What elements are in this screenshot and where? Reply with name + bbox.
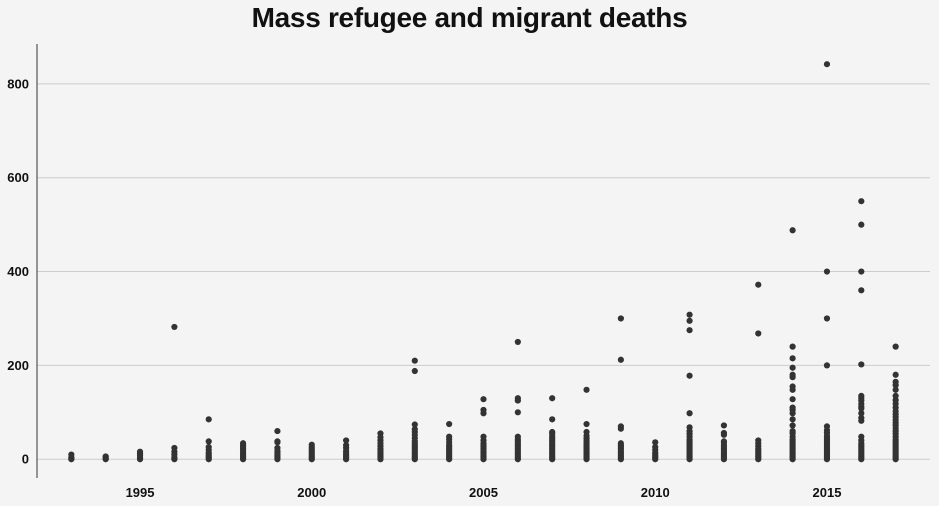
data-point: [583, 420, 590, 428]
data-point: [789, 343, 796, 350]
data-point: [446, 433, 453, 440]
data-point: [583, 428, 590, 436]
data-point: [858, 198, 865, 205]
y-tick-label-600: 600: [7, 170, 29, 185]
data-point: [892, 371, 899, 378]
data-point: [549, 416, 556, 423]
x-tick-label-2015: 2015: [813, 485, 842, 500]
data-point: [171, 323, 178, 331]
data-point: [274, 444, 281, 452]
data-point: [789, 416, 796, 423]
data-point: [858, 221, 865, 228]
data-point: [549, 395, 556, 402]
tick-labels: 0 200 400 600 800 1995 2000 2005 2010 2015: [7, 76, 841, 500]
data-point: [549, 428, 556, 436]
data-point: [514, 395, 521, 402]
data-point: [136, 448, 144, 455]
data-point: [514, 409, 521, 416]
data-point: [686, 372, 693, 379]
chart-title: Mass refugee and migrant deaths: [251, 2, 688, 33]
data-point: [583, 386, 590, 393]
y-tick-label-200: 200: [7, 358, 29, 373]
data-point: [617, 423, 624, 430]
data-point: [789, 427, 796, 435]
data-point: [789, 364, 796, 371]
data-point: [892, 392, 899, 399]
data-point: [343, 442, 350, 449]
data-point: [858, 361, 865, 368]
data-point: [823, 423, 831, 430]
data-point: [686, 317, 693, 324]
x-tick-label-2010: 2010: [641, 485, 670, 500]
data-point: [789, 355, 796, 362]
data-point: [343, 437, 350, 444]
data-point: [789, 227, 796, 234]
data-point: [686, 410, 693, 417]
data-point: [858, 410, 865, 417]
data-point: [274, 427, 281, 435]
data-point: [858, 392, 865, 399]
data-point: [205, 443, 212, 451]
data-points: [68, 61, 899, 463]
data-point: [858, 268, 865, 275]
data-point: [205, 416, 212, 423]
data-point: [823, 362, 831, 369]
x-tick-label-2005: 2005: [469, 485, 498, 500]
data-point: [686, 424, 693, 431]
data-point: [892, 343, 899, 350]
data-point: [755, 281, 762, 288]
data-point: [892, 386, 899, 393]
data-point: [411, 357, 418, 364]
data-point: [411, 367, 418, 375]
data-point: [755, 330, 762, 337]
data-point: [720, 429, 728, 437]
x-tick-label-2000: 2000: [297, 485, 326, 500]
data-point: [823, 315, 831, 322]
data-point: [858, 287, 865, 294]
data-point: [652, 439, 659, 446]
grid-lines: [37, 83, 930, 460]
data-point: [239, 440, 247, 447]
data-point: [446, 420, 453, 428]
y-tick-label-0: 0: [22, 452, 29, 467]
data-point: [480, 433, 487, 440]
data-point: [789, 404, 796, 411]
data-point: [720, 438, 728, 445]
data-point: [789, 383, 796, 390]
data-point: [411, 421, 418, 428]
data-point: [205, 438, 212, 445]
data-point: [892, 378, 899, 385]
data-point: [377, 430, 384, 437]
data-point: [171, 444, 178, 452]
data-point: [823, 268, 831, 275]
data-point: [617, 315, 624, 322]
y-tick-label-400: 400: [7, 264, 29, 279]
data-point: [789, 422, 796, 429]
data-point: [858, 414, 865, 422]
data-point: [480, 406, 487, 414]
data-point: [652, 443, 659, 451]
data-point: [514, 433, 521, 440]
x-tick-label-1995: 1995: [126, 485, 155, 500]
data-point: [480, 396, 487, 403]
data-point: [720, 422, 728, 429]
data-point: [274, 438, 281, 445]
data-point: [686, 311, 693, 318]
y-tick-label-800: 800: [7, 76, 29, 91]
data-point: [68, 451, 75, 458]
data-point: [823, 61, 831, 68]
data-point: [789, 396, 796, 403]
data-point: [411, 426, 418, 433]
data-point: [789, 371, 796, 378]
data-point: [858, 433, 865, 440]
data-point: [755, 437, 762, 444]
data-point: [514, 338, 521, 346]
data-point: [617, 356, 624, 363]
data-point: [308, 441, 315, 448]
data-point: [617, 440, 624, 447]
data-point: [686, 327, 693, 334]
data-point: [102, 453, 109, 460]
